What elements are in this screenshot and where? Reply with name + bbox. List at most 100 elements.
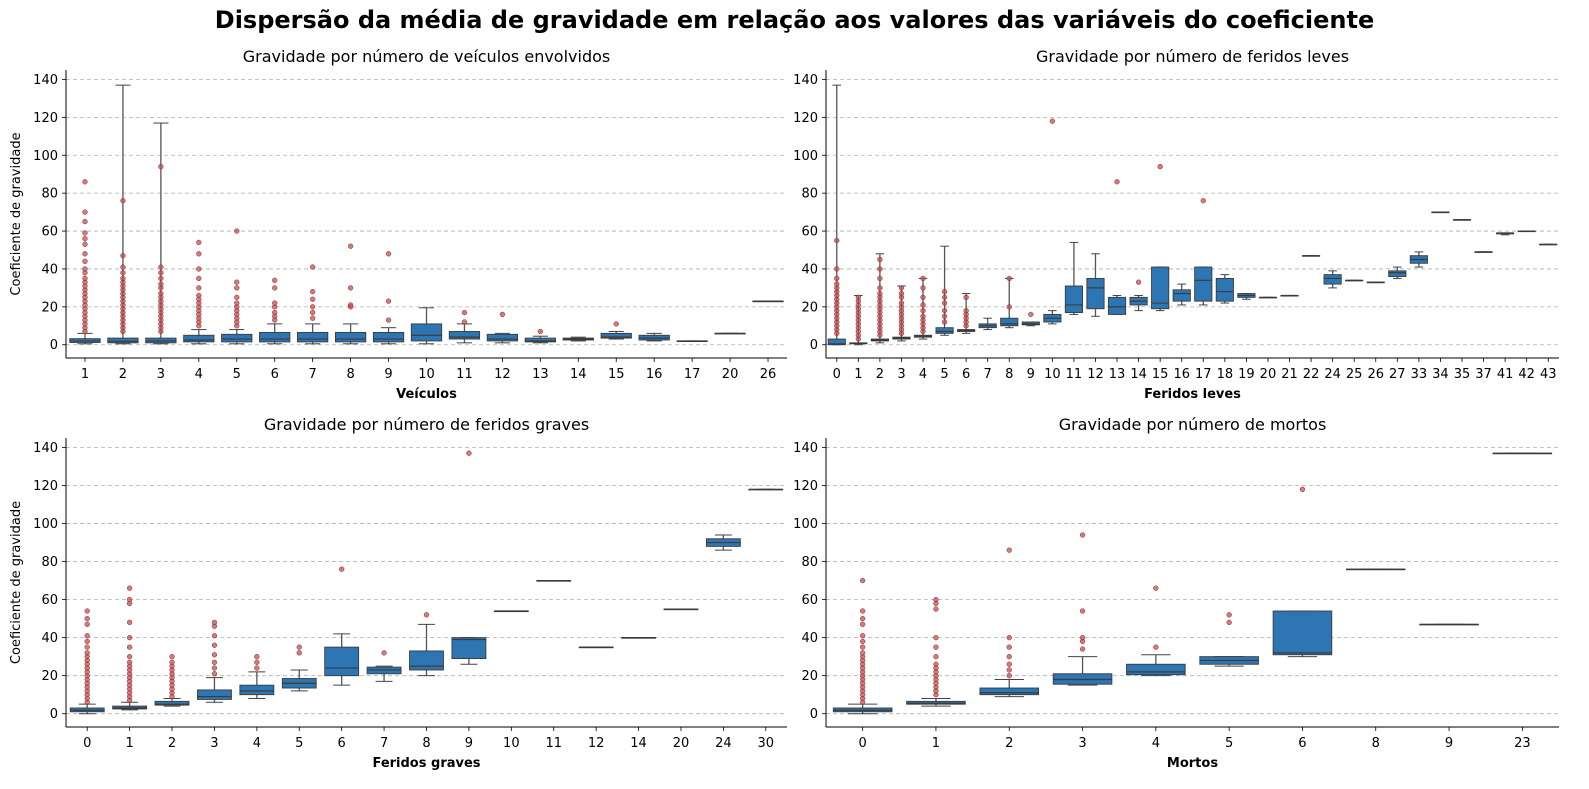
- x-tick-label: 2: [168, 736, 176, 751]
- outlier-point: [158, 290, 164, 297]
- box-3: [1052, 532, 1113, 686]
- box-2: [979, 547, 1040, 698]
- outlier-point: [234, 294, 240, 301]
- outlier-point: [877, 256, 883, 263]
- outlier-point: [82, 258, 88, 265]
- outlier-point: [1299, 486, 1306, 492]
- outlier-point: [963, 307, 969, 314]
- outlier-point: [82, 230, 88, 236]
- outlier-point: [347, 243, 354, 249]
- y-tick-label: 120: [793, 111, 818, 126]
- x-tick-label: 6: [962, 367, 970, 382]
- outlier-point: [1006, 661, 1012, 667]
- box-2: [870, 253, 889, 344]
- x-tick-label: 23: [1514, 736, 1531, 751]
- outlier-point: [877, 290, 883, 297]
- y-tick-label: 100: [793, 149, 818, 164]
- y-tick-label: 0: [810, 338, 818, 353]
- box-15: [600, 321, 632, 340]
- subplot-title: Gravidade por número de feridos leves: [1036, 47, 1349, 66]
- box-6: [259, 277, 291, 345]
- outlier-point: [1006, 547, 1012, 553]
- outlier-point: [1006, 634, 1012, 641]
- outlier-point: [84, 608, 90, 614]
- outlier-point: [254, 654, 260, 660]
- outlier-point: [1114, 179, 1120, 185]
- box-8: [1000, 275, 1019, 329]
- iqr-box: [372, 331, 405, 343]
- box-42: [1517, 230, 1536, 233]
- y-axis-label: Coeficiente de gravidade: [9, 132, 24, 295]
- outlier-point: [860, 650, 866, 656]
- y-tick-label: 60: [41, 593, 58, 608]
- box-1: [906, 596, 966, 707]
- outlier-point: [120, 270, 126, 276]
- outlier-point: [941, 319, 948, 325]
- outlier-point: [933, 596, 939, 603]
- box-35: [1452, 219, 1472, 221]
- outlier-point: [196, 251, 202, 257]
- y-tick-label: 80: [801, 555, 818, 570]
- outlier-point: [1006, 667, 1012, 673]
- outlier-point: [933, 661, 939, 667]
- outlier-point: [82, 251, 88, 257]
- x-tick-label: 12: [494, 367, 511, 382]
- x-tick-label: 26: [760, 367, 777, 382]
- iqr-box: [334, 331, 367, 343]
- outlier-point: [933, 606, 939, 612]
- iqr-box: [197, 689, 232, 700]
- outlier-point: [898, 285, 905, 291]
- y-tick-label: 140: [793, 73, 818, 88]
- outlier-point: [82, 179, 88, 185]
- iqr-box: [1323, 274, 1342, 285]
- outlier-point: [385, 251, 392, 257]
- box-23: [1492, 452, 1553, 455]
- outlier-point: [1006, 275, 1012, 282]
- x-tick-label: 27: [1389, 367, 1406, 382]
- box-0: [827, 84, 846, 346]
- outlier-point: [347, 285, 354, 291]
- y-tick-label: 0: [810, 707, 818, 722]
- x-tick-label: 7: [984, 367, 992, 382]
- box-34: [1431, 211, 1450, 214]
- box-10: [493, 610, 529, 613]
- iqr-box: [1215, 277, 1234, 302]
- x-tick-label: 8: [1372, 736, 1380, 751]
- outlier-point: [860, 633, 866, 639]
- iqr-box: [1126, 663, 1186, 676]
- box-10: [410, 307, 443, 345]
- outlier-point: [196, 275, 202, 282]
- x-tick-label: 14: [630, 736, 647, 751]
- iqr-box: [297, 331, 329, 343]
- y-tick-label: 80: [41, 555, 58, 570]
- outlier-point: [898, 290, 905, 297]
- x-tick-label: 3: [1078, 736, 1086, 751]
- outlier-point: [126, 654, 133, 660]
- x-tick-label: 10: [503, 736, 520, 751]
- box-8: [409, 612, 444, 677]
- box-4: [239, 654, 275, 699]
- box-24: [1323, 270, 1342, 289]
- x-tick-label: 15: [608, 367, 625, 382]
- outlier-point: [898, 300, 905, 306]
- subplot-deaths: Gravidade por número de mortos Mortos 0 2…: [793, 415, 1559, 771]
- outlier-point: [211, 642, 218, 648]
- outlier-point: [1006, 673, 1012, 679]
- y-tick-label: 20: [41, 300, 58, 315]
- box-26: [752, 300, 784, 303]
- x-tick-label: 34: [1432, 367, 1449, 382]
- iqr-box: [259, 331, 291, 343]
- outlier-point: [158, 270, 164, 276]
- box-41: [1496, 232, 1515, 236]
- outlier-point: [126, 659, 133, 666]
- y-tick-label: 60: [801, 593, 818, 608]
- outlier-point: [1153, 585, 1159, 591]
- outlier-point: [272, 277, 278, 283]
- x-tick-label: 17: [1195, 367, 1212, 382]
- outlier-point: [126, 634, 133, 641]
- x-tick-label: 33: [1411, 367, 1428, 382]
- outlier-point: [347, 302, 354, 308]
- x-axis-label: Feridos graves: [372, 756, 480, 771]
- x-tick-label: 0: [83, 736, 91, 751]
- outlier-point: [1006, 304, 1012, 310]
